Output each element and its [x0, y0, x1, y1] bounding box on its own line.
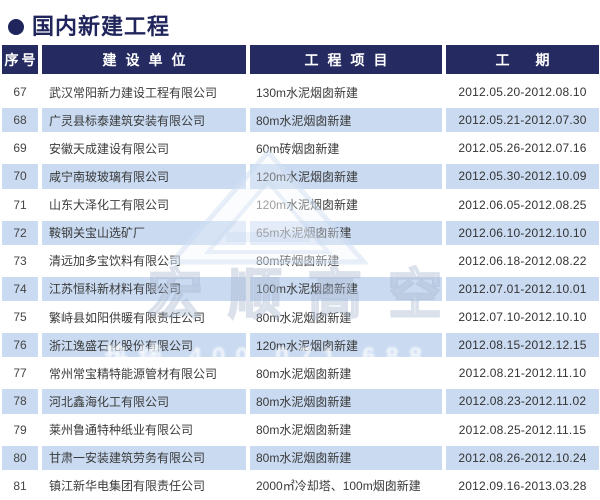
- cell-company: 咸宁南玻玻璃有限公司: [42, 164, 246, 189]
- page-title-bar: 国内新建工程: [0, 0, 600, 43]
- cell-company: 清远加多宝饮料有限公司: [49, 254, 182, 269]
- cell-company: 莱州鲁通特种纸业有限公司: [49, 423, 194, 438]
- cell-project: 120m水泥烟囱新建: [256, 198, 359, 213]
- cell-project: 120m水泥烟囱新建: [250, 333, 442, 358]
- cell-company: 常州常宝精特能源管材有限公司: [49, 366, 218, 381]
- cell-no: 72: [2, 220, 38, 245]
- cell-project: 80m水泥烟囱新建: [256, 310, 352, 325]
- cell-period: 2012.05.20-2012.08.10: [458, 85, 587, 100]
- table-body: 67 武汉常阳新力建设工程有限公司 130m水泥烟囱新建 2012.05.20-…: [0, 78, 600, 500]
- cell-period: 2012.08.21-2012.11.10: [458, 366, 587, 381]
- cell-project: 120m水泥烟囱新建: [250, 164, 442, 189]
- cell-project: 60m砖烟囱新建: [256, 141, 340, 156]
- cell-period: 2012.07.01-2012.10.01: [446, 276, 599, 301]
- table-row: 69 安徽天成建设有限公司 60m砖烟囱新建 2012.05.26-2012.0…: [0, 134, 600, 162]
- cell-company: 镇江新华电集团有限责任公司: [49, 479, 206, 494]
- cell-period: 2012.05.21-2012.07.30: [446, 108, 599, 133]
- cell-period: 2012.09.16-2013.03.28: [458, 478, 587, 493]
- cell-period: 2012.06.05-2012.08.25: [458, 197, 587, 212]
- cell-no: 80: [2, 445, 38, 470]
- cell-project: 65m水泥烟囱新建: [250, 220, 442, 245]
- column-header-period: 工期: [446, 45, 599, 74]
- column-header-project: 工程项目: [250, 45, 442, 74]
- cell-no: 81: [13, 478, 27, 493]
- table-row: 67 武汉常阳新力建设工程有限公司 130m水泥烟囱新建 2012.05.20-…: [0, 78, 600, 106]
- cell-no: 74: [2, 276, 38, 301]
- bullet-icon: [8, 18, 24, 35]
- cell-project: 80m水泥烟囱新建: [256, 423, 352, 438]
- table-header: 序号 建设单位 工程项目 工期: [2, 45, 599, 74]
- column-header-no: 序号: [2, 45, 38, 74]
- table-row: 81 镇江新华电集团有限责任公司 2000㎡冷却塔、100m烟囱新建 2012.…: [0, 472, 600, 500]
- cell-project: 80m水泥烟囱新建: [250, 445, 442, 470]
- cell-company: 安徽天成建设有限公司: [49, 141, 170, 156]
- table-row: 80 甘肃一安装建筑劳务有限公司 80m水泥烟囱新建 2012.08.26-20…: [0, 444, 600, 472]
- cell-no: 73: [13, 253, 27, 268]
- cell-company: 江苏恒科新材料有限公司: [42, 276, 246, 301]
- cell-period: 2012.08.23-2012.11.02: [446, 389, 599, 414]
- cell-no: 75: [13, 310, 27, 325]
- cell-project: 100m水泥烟囱新建: [250, 276, 442, 301]
- table-row: 68 广灵县标泰建筑安装有限公司 80m水泥烟囱新建 2012.05.21-20…: [0, 106, 600, 134]
- cell-no: 70: [2, 164, 38, 189]
- cell-company: 河北鑫海化工有限公司: [42, 389, 246, 414]
- cell-period: 2012.05.26-2012.07.16: [458, 141, 587, 156]
- cell-period: 2012.08.15-2012.12.15: [446, 333, 599, 358]
- cell-no: 77: [13, 366, 27, 381]
- table-row: 77 常州常宝精特能源管材有限公司 80m水泥烟囱新建 2012.08.21-2…: [0, 359, 600, 387]
- cell-company: 甘肃一安装建筑劳务有限公司: [42, 445, 246, 470]
- cell-company: 广灵县标泰建筑安装有限公司: [42, 108, 246, 133]
- table-row: 74 江苏恒科新材料有限公司 100m水泥烟囱新建 2012.07.01-201…: [0, 275, 600, 303]
- cell-period: 2012.08.25-2012.11.15: [458, 422, 587, 437]
- table-row: 79 莱州鲁通特种纸业有限公司 80m水泥烟囱新建 2012.08.25-201…: [0, 416, 600, 444]
- column-header-company: 建设单位: [42, 45, 246, 74]
- cell-company: 浙江逸盛石化股份有限公司: [42, 333, 246, 358]
- table-row: 71 山东大泽化工有限公司 120m水泥烟囱新建 2012.06.05-2012…: [0, 191, 600, 219]
- cell-no: 79: [13, 422, 27, 437]
- page-title: 国内新建工程: [32, 13, 171, 39]
- cell-project: 2000㎡冷却塔、100m烟囱新建: [256, 479, 421, 494]
- cell-no: 78: [2, 389, 38, 414]
- cell-no: 67: [13, 85, 27, 100]
- table-row: 73 清远加多宝饮料有限公司 80m砖烟囱新建 2012.06.18-2012.…: [0, 247, 600, 275]
- cell-company: 武汉常阳新力建设工程有限公司: [49, 85, 218, 100]
- cell-no: 68: [2, 108, 38, 133]
- cell-period: 2012.05.30-2012.10.09: [446, 164, 599, 189]
- cell-no: 76: [2, 333, 38, 358]
- table-row: 72 鞍钢关宝山选矿厂 65m水泥烟囱新建 2012.06.10-2012.10…: [0, 219, 600, 247]
- cell-company: 鞍钢关宝山选矿厂: [42, 220, 246, 245]
- cell-project: 130m水泥烟囱新建: [256, 85, 359, 100]
- cell-project: 80m砖烟囱新建: [256, 254, 340, 269]
- table-row: 78 河北鑫海化工有限公司 80m水泥烟囱新建 2012.08.23-2012.…: [0, 387, 600, 415]
- cell-no: 69: [13, 141, 27, 156]
- cell-company: 山东大泽化工有限公司: [49, 198, 170, 213]
- cell-period: 2012.06.18-2012.08.22: [458, 253, 587, 268]
- cell-project: 80m水泥烟囱新建: [256, 366, 352, 381]
- cell-period: 2012.08.26-2012.10.24: [446, 445, 599, 470]
- cell-project: 80m水泥烟囱新建: [250, 389, 442, 414]
- table-row: 76 浙江逸盛石化股份有限公司 120m水泥烟囱新建 2012.08.15-20…: [0, 331, 600, 359]
- cell-project: 80m水泥烟囱新建: [250, 108, 442, 133]
- cell-period: 2012.06.10-2012.10.10: [446, 220, 599, 245]
- cell-no: 71: [13, 197, 27, 212]
- cell-period: 2012.07.10-2012.10.10: [458, 310, 587, 325]
- table-row: 75 繁峙县如阳供暖有限责任公司 80m水泥烟囱新建 2012.07.10-20…: [0, 303, 600, 331]
- cell-company: 繁峙县如阳供暖有限责任公司: [49, 310, 206, 325]
- table-row: 70 咸宁南玻玻璃有限公司 120m水泥烟囱新建 2012.05.30-2012…: [0, 162, 600, 190]
